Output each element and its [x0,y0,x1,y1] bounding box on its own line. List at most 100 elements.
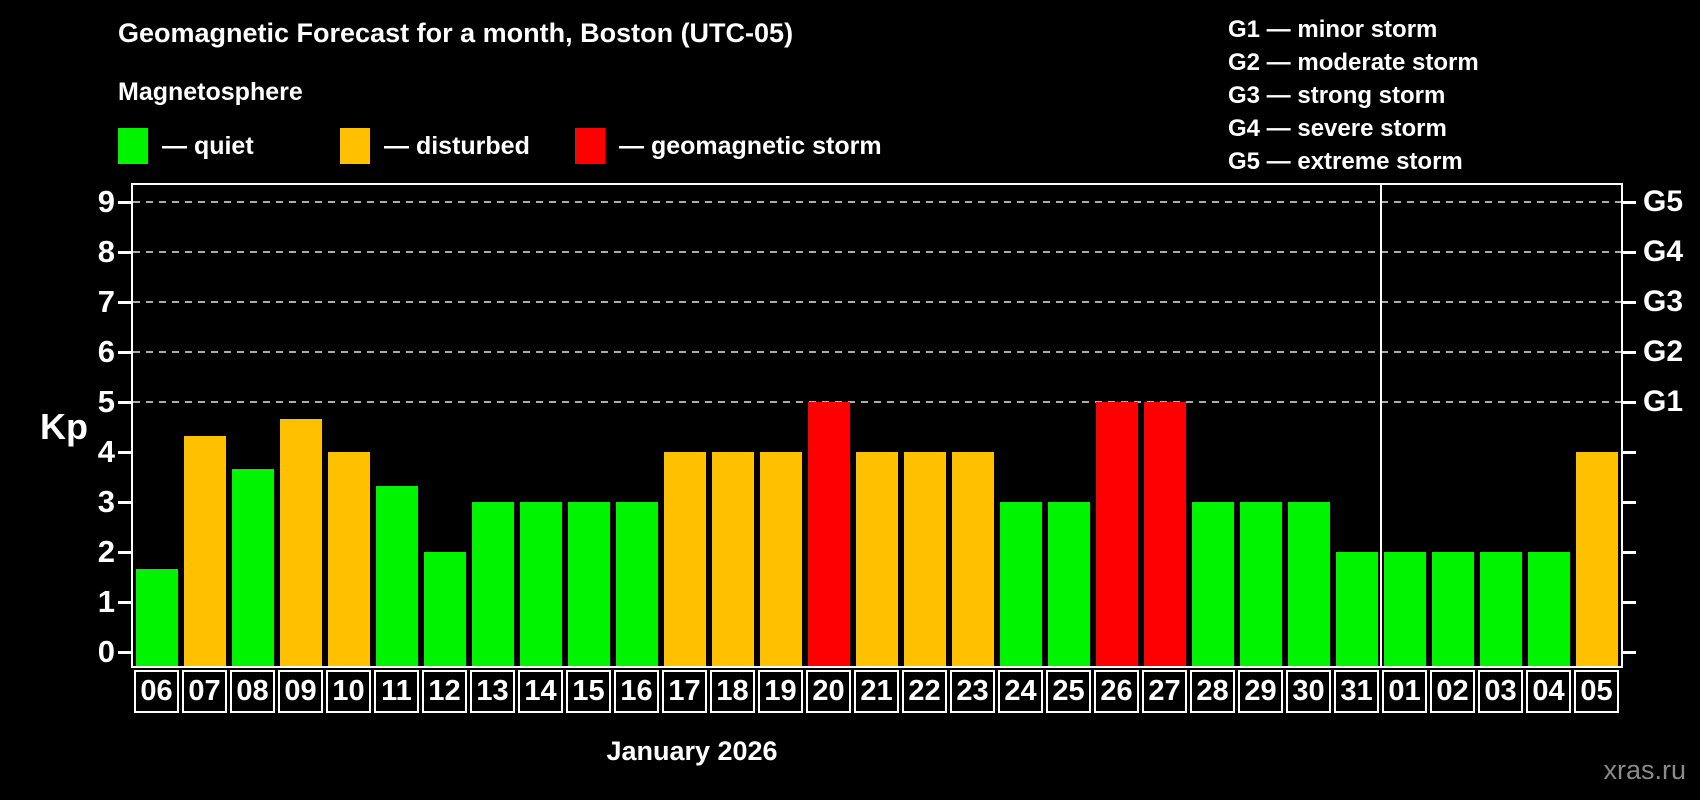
date-label-16: 16 [613,670,660,713]
plot-area [131,183,1623,668]
x-axis-title: January 2026 [606,736,778,766]
g-axis-label-G5: G5 [1643,185,1684,218]
date-label-17: 17 [661,670,708,713]
g-axis-tick-3 [1623,501,1636,504]
legend-label-quiet: — quiet [162,131,254,160]
date-label-27: 27 [1141,670,1188,713]
legend-item-disturbed: — disturbed [340,126,530,166]
kp-tick-5 [118,401,131,404]
g-scale-legend: G1 — minor storm G2 — moderate storm G3 — … [1228,13,1479,178]
kp-bar-03 [1480,552,1522,666]
kp-tick-label-3: 3 [97,484,115,519]
kp-bar-07 [184,435,226,666]
month-separator-line [1379,185,1383,666]
date-label-29: 29 [1237,670,1284,713]
kp-bar-31 [1336,552,1378,666]
g-scale-legend-line-1: G1 — minor storm [1228,16,1438,43]
kp-tick-9 [118,201,131,204]
g-axis-tick-1 [1623,601,1636,604]
g-axis-label-G1: G1 [1643,385,1684,418]
kp-bar-09 [280,418,322,666]
date-label-28: 28 [1189,670,1236,713]
g-axis-tick-2 [1623,551,1636,554]
kp-tick-7 [118,301,131,304]
g-axis-label-G4: G4 [1643,235,1684,268]
kp-bar-22 [904,452,946,666]
kp-tick-label-1: 1 [97,584,115,619]
magnetosphere-label: Magnetosphere [118,78,303,106]
kp-bar-01 [1384,552,1426,666]
kp-bar-30 [1288,502,1330,666]
g-axis-tick-0 [1623,651,1636,654]
kp-bar-02 [1432,552,1474,666]
g-axis-label-G3: G3 [1643,285,1684,318]
kp-tick-4 [118,451,131,454]
kp-tick-label-2: 2 [97,534,115,569]
legend-item-quiet: — quiet [118,126,254,166]
date-label-10: 10 [325,670,372,713]
kp-tick-label-7: 7 [97,284,115,319]
kp-bar-20 [808,402,850,666]
date-label-18: 18 [709,670,756,713]
legend-swatch-storm [575,128,605,164]
kp-bar-10 [328,452,370,666]
watermark: xras.ru [1603,755,1686,785]
kp-tick-0 [118,651,131,654]
date-label-05: 05 [1573,670,1620,713]
date-label-11: 11 [373,670,420,713]
kp-tick-8 [118,251,131,254]
date-label-09: 09 [277,670,324,713]
kp-tick-label-8: 8 [97,234,115,269]
kp-tick-6 [118,351,131,354]
kp-bar-28 [1192,502,1234,666]
legend-swatch-quiet [118,128,148,164]
kp-tick-label-6: 6 [97,334,115,369]
kp-bar-08 [232,468,274,666]
g-axis-tick-8 [1623,251,1636,254]
date-label-01: 01 [1381,670,1428,713]
date-label-31: 31 [1333,670,1380,713]
kp-tick-2 [118,551,131,554]
legend-label-storm: — geomagnetic storm [619,131,882,160]
date-label-30: 30 [1285,670,1332,713]
kp-bar-24 [1000,502,1042,666]
date-label-06: 06 [133,670,180,713]
date-label-02: 02 [1429,670,1476,713]
date-label-08: 08 [229,670,276,713]
kp-tick-label-5: 5 [97,384,115,419]
date-label-14: 14 [517,670,564,713]
kp-bar-21 [856,452,898,666]
legend-swatch-disturbed [340,128,370,164]
kp-bar-05 [1576,452,1618,666]
date-axis: 06 07 08 09 10 11 12 13 14 15 16 17 18 19 20 21 22 23 24 25… [133,670,1625,713]
gridline-kp-9 [133,201,1621,203]
kp-bar-15 [568,502,610,666]
g-scale-legend-line-4: G4 — severe storm [1228,115,1447,142]
date-label-04: 04 [1525,670,1572,713]
g-axis-tick-5 [1623,401,1636,404]
kp-bar-14 [520,502,562,666]
page-title: Geomagnetic Forecast for a month, Boston… [118,18,794,48]
date-label-03: 03 [1477,670,1524,713]
gridline-kp-5 [133,401,1621,403]
kp-bar-11 [376,485,418,666]
g-scale-legend-line-5: G5 — extreme storm [1228,148,1463,175]
kp-tick-label-0: 0 [97,634,115,669]
kp-bar-18 [712,452,754,666]
kp-bar-06 [136,568,178,666]
kp-tick-label-9: 9 [97,184,115,219]
g-axis-tick-7 [1623,301,1636,304]
y-axis-title: Kp [40,406,88,447]
kp-bar-27 [1144,402,1186,666]
kp-bar-16 [616,502,658,666]
kp-bar-25 [1048,502,1090,666]
date-label-24: 24 [997,670,1044,713]
legend-item-storm: — geomagnetic storm [575,126,882,166]
kp-tick-1 [118,601,131,604]
kp-bar-19 [760,452,802,666]
date-label-26: 26 [1093,670,1140,713]
date-label-23: 23 [949,670,996,713]
date-label-13: 13 [469,670,516,713]
kp-tick-3 [118,501,131,504]
g-scale-legend-line-3: G3 — strong storm [1228,82,1446,109]
